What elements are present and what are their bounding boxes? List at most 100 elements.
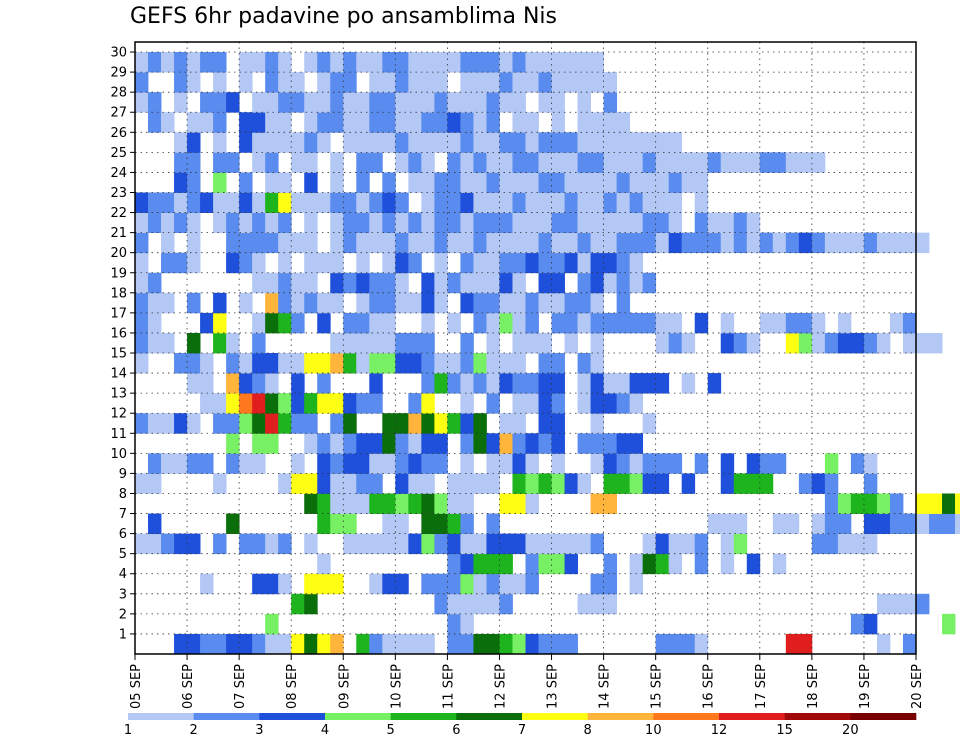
heatmap-cell [694, 192, 709, 213]
y-tick-label: 23 [110, 186, 127, 201]
heatmap-cell [889, 513, 904, 535]
heatmap-cell [564, 312, 578, 334]
heatmap-cell [213, 332, 227, 354]
heatmap-cell [200, 633, 214, 655]
heatmap-cell [499, 593, 513, 615]
heatmap-cell [538, 433, 552, 454]
heatmap-cell [330, 332, 344, 354]
y-tick-label: 18 [110, 286, 127, 301]
heatmap-cell [499, 52, 513, 73]
heatmap-cell [499, 252, 513, 274]
heatmap-cell [200, 192, 214, 213]
heatmap-cell [200, 52, 214, 73]
heatmap-cell [278, 72, 292, 93]
heatmap-cell [369, 92, 383, 113]
heatmap-cell [447, 132, 461, 153]
heatmap-cell [837, 232, 852, 254]
heatmap-cell [473, 52, 487, 73]
legend-swatch [784, 713, 851, 720]
heatmap-cell [395, 533, 409, 555]
heatmap-cell [707, 152, 722, 173]
heatmap-cell [252, 252, 266, 274]
heatmap-cell [499, 573, 513, 595]
heatmap-cell [382, 172, 396, 193]
heatmap-cell [278, 212, 292, 234]
heatmap-cell [499, 152, 513, 173]
heatmap-cell [837, 513, 852, 535]
heatmap-cell [499, 72, 513, 93]
heatmap-cell [512, 132, 526, 153]
heatmap-cell [213, 172, 227, 193]
heatmap-cell [304, 413, 318, 434]
heatmap-cell [577, 52, 591, 73]
heatmap-cell [512, 332, 526, 354]
heatmap-cell [824, 513, 839, 535]
heatmap-cell [525, 232, 539, 254]
heatmap-cell [590, 312, 604, 334]
heatmap-cell [512, 433, 526, 454]
heatmap-cell [148, 212, 162, 234]
heatmap-cell [460, 132, 474, 153]
heatmap-cell [434, 92, 448, 113]
heatmap-cell [538, 533, 552, 555]
heatmap-cell [304, 132, 318, 153]
heatmap-cell [200, 373, 214, 394]
heatmap-cell [616, 172, 631, 193]
heatmap-cell [616, 252, 631, 274]
heatmap-cell [525, 433, 539, 454]
heatmap-cell [538, 353, 552, 374]
heatmap-cell [603, 72, 618, 93]
heatmap-cell [590, 433, 604, 454]
heatmap-cell [187, 232, 201, 254]
heatmap-cell [135, 533, 149, 555]
legend-level-label: 10 [645, 723, 662, 738]
heatmap-cell [538, 232, 552, 254]
heatmap-cell [642, 232, 657, 254]
heatmap-cell [434, 493, 448, 514]
heatmap-cell [161, 232, 175, 254]
heatmap-cell [304, 112, 318, 133]
y-tick-label: 30 [110, 46, 127, 61]
heatmap-cell [382, 353, 396, 374]
heatmap-cell [187, 172, 201, 193]
heatmap-cell [148, 473, 162, 494]
heatmap-cell [577, 172, 591, 193]
heatmap-cell [590, 232, 604, 254]
heatmap-cell [408, 393, 422, 414]
heatmap-cell [447, 533, 461, 555]
heatmap-cell [525, 132, 539, 153]
heatmap-cell [473, 252, 487, 274]
heatmap-cell [486, 272, 500, 294]
heatmap-cell [174, 353, 188, 374]
heatmap-cell [460, 513, 474, 535]
heatmap-cell [135, 473, 149, 494]
heatmap-cell [382, 272, 396, 294]
x-tick-label: 12 SEP [493, 664, 508, 709]
heatmap-cell [525, 152, 539, 173]
heatmap-cell [161, 292, 175, 314]
heatmap-cell [278, 353, 292, 374]
heatmap-cell [278, 272, 292, 294]
heatmap-cell [187, 212, 201, 234]
heatmap-cell [733, 533, 748, 555]
heatmap-cell [421, 92, 435, 113]
heatmap-cell [447, 272, 461, 294]
heatmap-cell [694, 312, 709, 334]
heatmap-cell [772, 453, 787, 474]
heatmap-cell [902, 513, 917, 535]
heatmap-cell [421, 312, 435, 334]
heatmap-cell [408, 493, 422, 514]
heatmap-cell [356, 112, 370, 133]
legend-level-label: 7 [518, 723, 526, 738]
heatmap-cell [395, 513, 409, 535]
heatmap-cell [577, 473, 591, 494]
heatmap-cell [473, 373, 487, 394]
heatmap-cell [707, 212, 722, 234]
heatmap-cell [239, 112, 253, 133]
heatmap-cell [434, 192, 448, 213]
heatmap-cell [356, 312, 370, 334]
heatmap-cell [538, 272, 552, 294]
heatmap-cell [707, 513, 722, 535]
heatmap-cell [460, 72, 474, 93]
heatmap-cell [512, 72, 526, 93]
